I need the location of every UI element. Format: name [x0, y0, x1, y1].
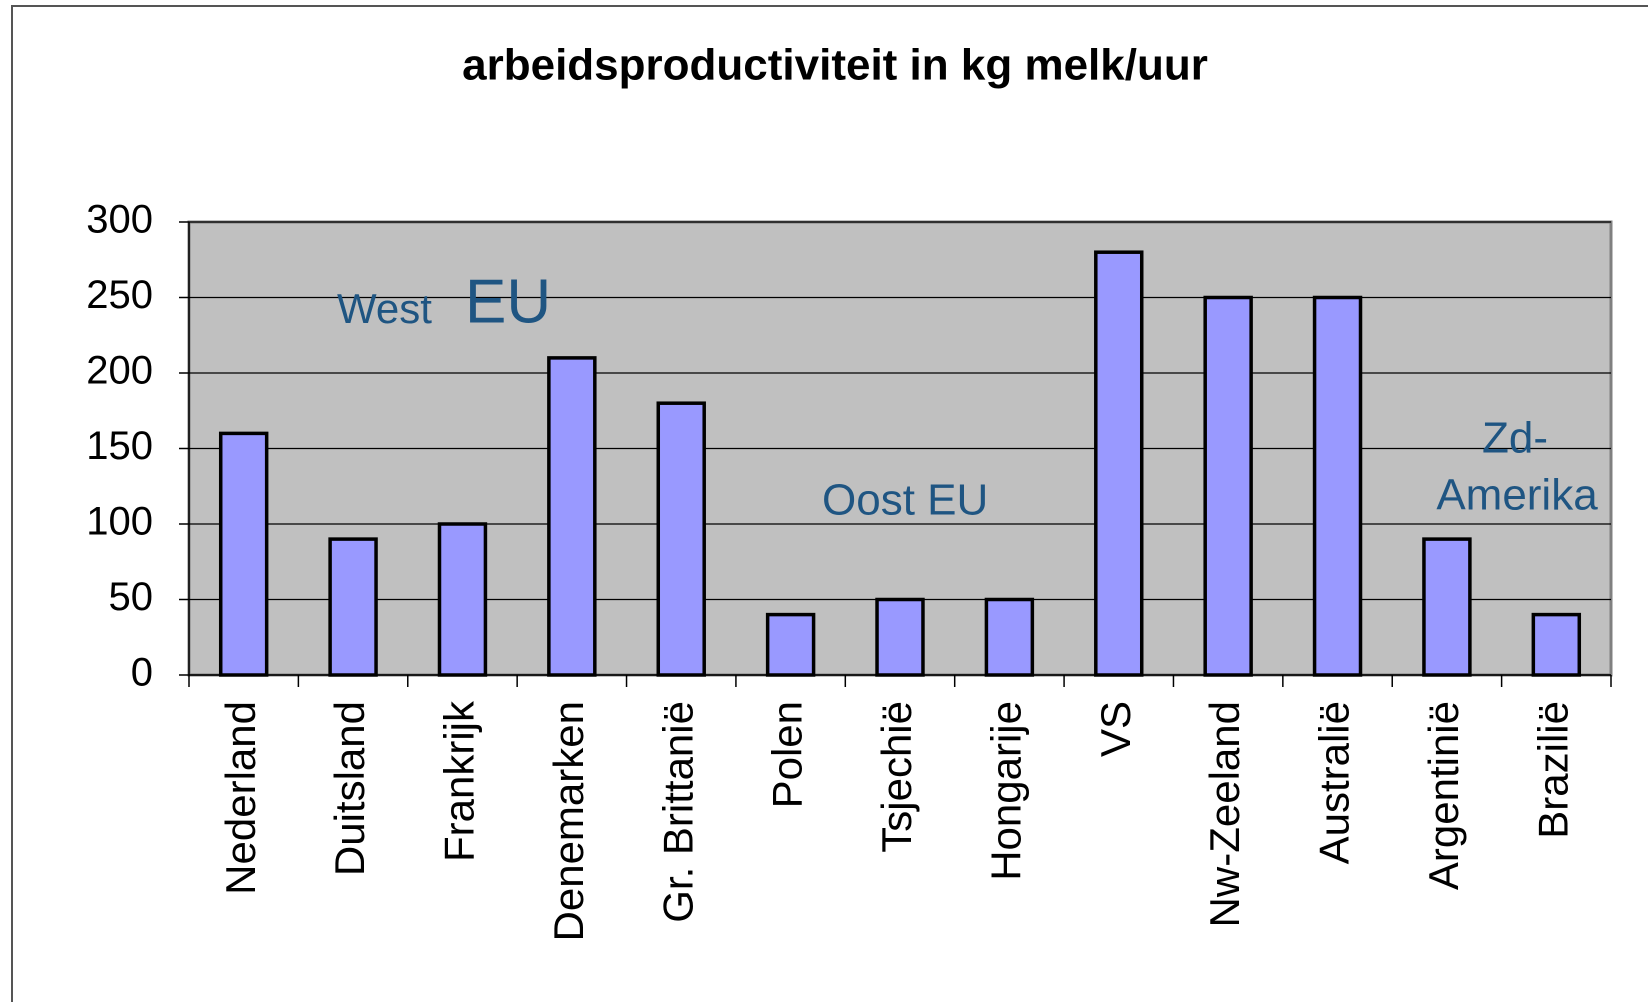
bar [765, 612, 816, 677]
frame [11, 5, 1648, 1002]
x-tick-label: Duitsland [326, 701, 373, 876]
bar [218, 431, 269, 677]
x-tick-label: Nederland [217, 701, 264, 895]
bar [1312, 295, 1363, 677]
y-tick-label: 300 [86, 198, 153, 242]
annotation: West [337, 285, 432, 332]
x-tick-label: Argentinië [1420, 701, 1467, 890]
bar [547, 356, 597, 677]
annotation: EU [465, 267, 551, 336]
x-tick-label: Hongarije [982, 701, 1029, 881]
x-tick-label: Denemarken [545, 701, 592, 941]
x-tick-label: Frankrijk [436, 700, 483, 862]
bar [1422, 537, 1472, 677]
bar [328, 537, 378, 677]
bar [984, 597, 1035, 677]
y-tick-label: 50 [109, 575, 154, 619]
x-tick-label: Tsjechië [873, 701, 920, 853]
annotation: Amerika [1436, 471, 1598, 520]
bar [656, 401, 706, 677]
x-tick-label: Nw-Zeeland [1201, 701, 1248, 927]
y-tick-label: 0 [131, 651, 153, 695]
bar [1531, 612, 1582, 677]
y-tick-label: 250 [86, 273, 153, 317]
y-tick-label: 100 [86, 500, 153, 544]
bar [437, 522, 488, 677]
bar [875, 597, 925, 677]
annotation: Oost EU [822, 476, 988, 525]
y-tick-label: 150 [86, 424, 153, 468]
x-tick-label: Gr. Brittanië [654, 701, 701, 923]
annotation: Zd- [1482, 414, 1548, 463]
x-tick-label: Australië [1311, 701, 1358, 864]
x-tick-label: VS [1092, 701, 1139, 757]
x-tick-label: Brazilië [1529, 701, 1576, 839]
x-tick-label: Polen [764, 701, 811, 808]
bar [1203, 295, 1253, 677]
bar [1094, 250, 1144, 677]
chart-title: arbeidsproductiviteit in kg melk/uur [462, 41, 1208, 90]
y-tick-label: 200 [86, 349, 153, 393]
